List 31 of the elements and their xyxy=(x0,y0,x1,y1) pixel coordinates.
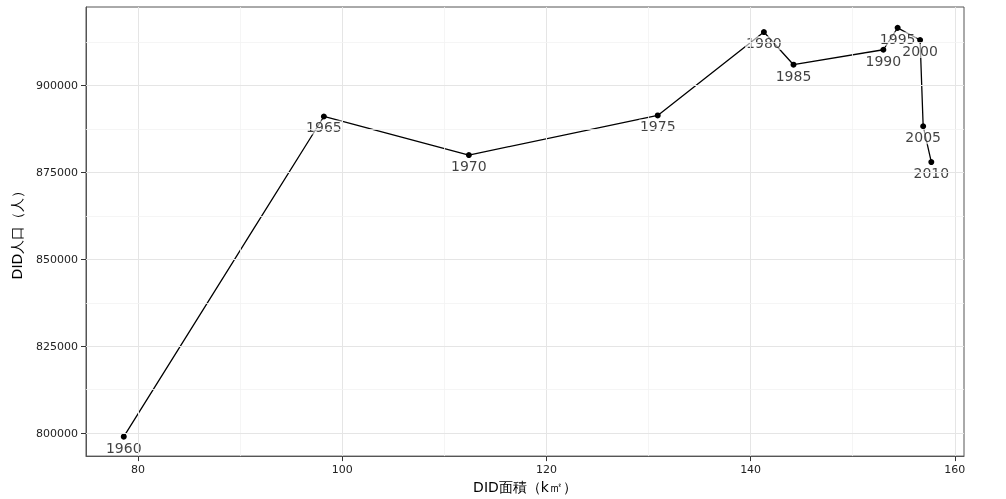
point xyxy=(120,433,127,440)
point xyxy=(928,159,935,166)
y-tick-label: 850000 xyxy=(36,252,78,266)
annotation: 1990 xyxy=(865,52,902,69)
annotation: 1960 xyxy=(105,439,142,456)
x-tick-label: 160 xyxy=(944,463,966,477)
annotation: 1975 xyxy=(639,118,676,135)
point xyxy=(790,61,797,68)
y-tick-label: 900000 xyxy=(36,79,78,93)
x-tick-label: 80 xyxy=(131,463,146,477)
annotation: 1985 xyxy=(775,67,812,84)
annotation: 1965 xyxy=(306,119,342,136)
y-tick-label: 875000 xyxy=(36,165,78,179)
y-tick-label: 825000 xyxy=(36,339,78,353)
point xyxy=(920,123,927,130)
x-tick-label: 120 xyxy=(535,463,557,477)
point xyxy=(894,24,901,31)
annotation: 2000 xyxy=(902,43,938,60)
annotation: 1970 xyxy=(451,158,487,175)
x-axis-title: DID面積（k㎡） xyxy=(473,479,577,495)
x-tick-label: 140 xyxy=(740,463,762,477)
point xyxy=(465,152,472,159)
point xyxy=(760,29,767,36)
point xyxy=(320,113,327,120)
point xyxy=(917,37,924,44)
x-tick-label: 100 xyxy=(331,463,353,477)
y-tick-label: 800000 xyxy=(36,426,78,440)
y-axis-title: DID人口（人） xyxy=(9,183,25,280)
point xyxy=(880,46,887,53)
annotation: 2005 xyxy=(905,129,941,146)
annotation: 1995 xyxy=(879,30,916,47)
